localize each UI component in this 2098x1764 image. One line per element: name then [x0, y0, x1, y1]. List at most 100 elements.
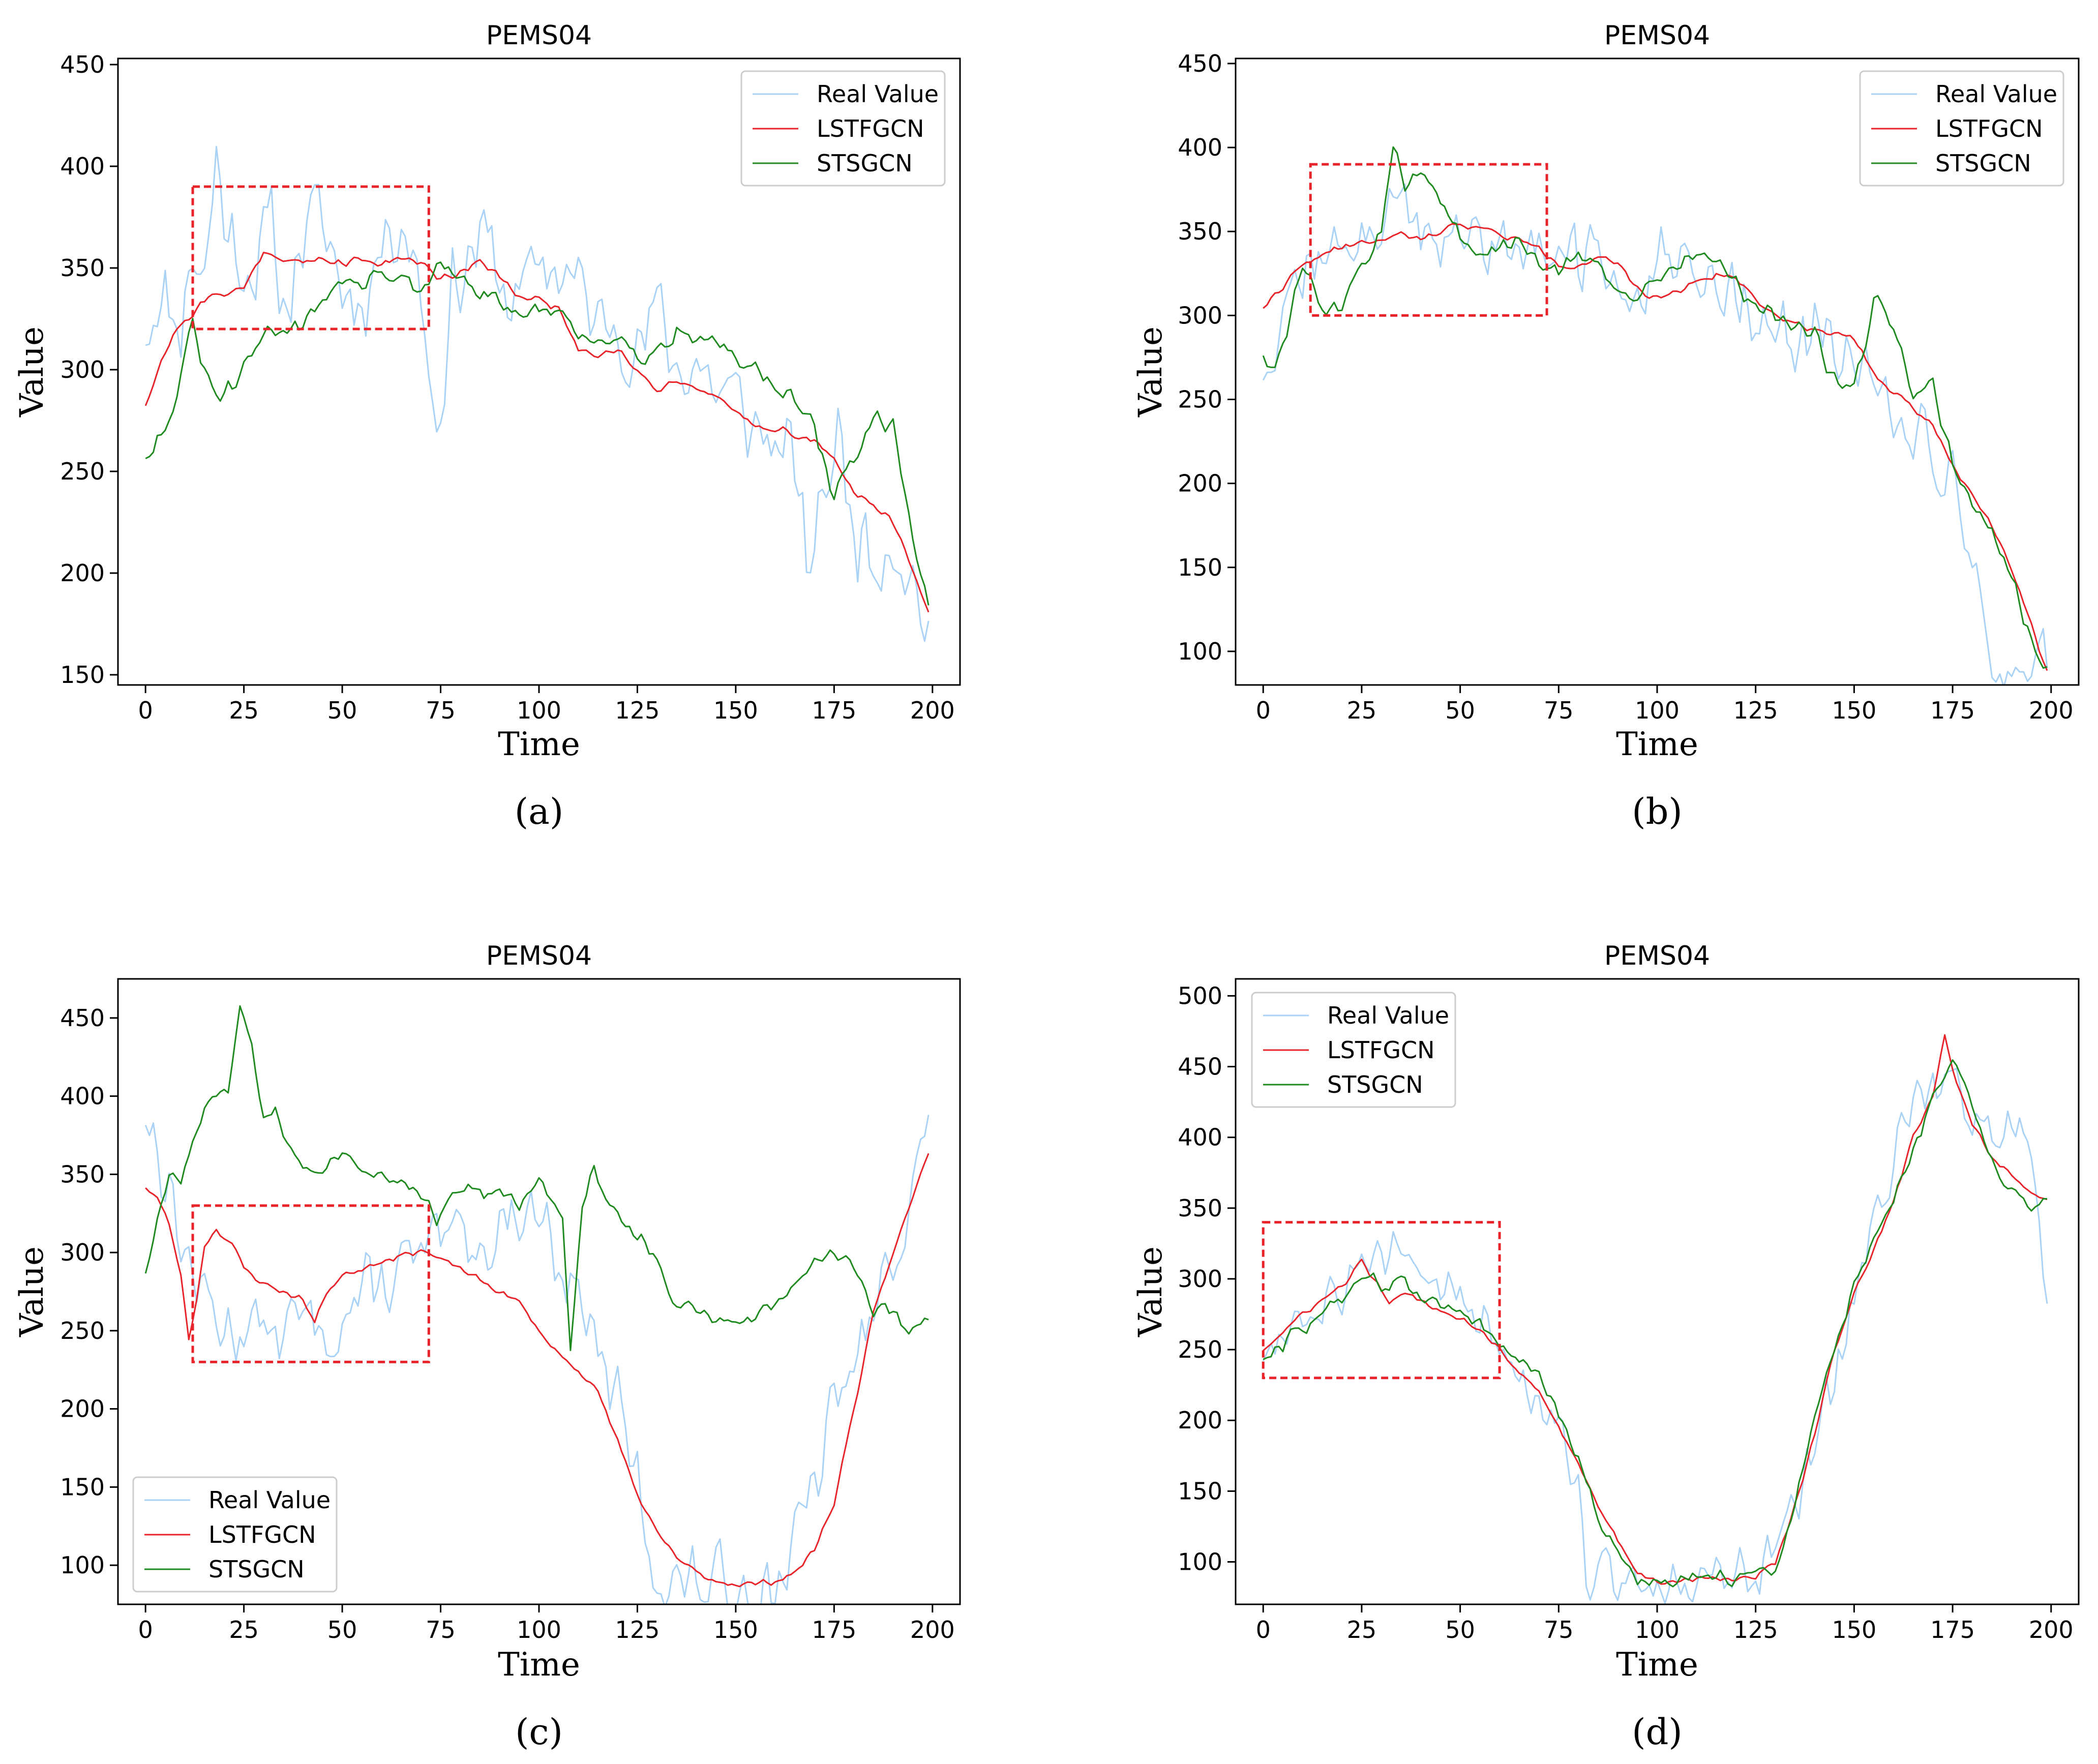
y-tick-label: 250	[1178, 1336, 1222, 1363]
x-tick-label: 25	[1347, 1616, 1377, 1643]
series-line-lstfgcn	[1263, 223, 2048, 671]
panel-label: (c)	[515, 1711, 563, 1753]
highlight-box	[1309, 163, 1548, 317]
series-line-lstfgcn	[145, 1153, 930, 1588]
legend-entry-label: STSGCN	[1327, 1071, 1423, 1098]
highlight-box	[191, 185, 430, 331]
x-tick-label: 125	[615, 1616, 660, 1643]
legend-entry-label: Real Value	[1935, 80, 2057, 108]
x-tick-label: 75	[426, 1616, 456, 1643]
x-tick-label: 100	[1635, 697, 1680, 724]
x-tick-label: 200	[910, 697, 955, 724]
y-tick-label: 250	[60, 458, 105, 485]
panel-label: (a)	[515, 791, 563, 832]
chart-title: PEMS04	[486, 941, 592, 971]
y-tick-label: 450	[1178, 1053, 1222, 1081]
x-tick-label: 75	[426, 697, 456, 724]
chart-title: PEMS04	[486, 20, 592, 51]
x-tick-label: 150	[713, 1616, 758, 1643]
x-tick-label: 175	[812, 1616, 856, 1643]
y-tick-label: 300	[1178, 1265, 1222, 1293]
legend-entry-label: STSGCN	[817, 150, 913, 177]
x-tick-label: 25	[229, 1616, 259, 1643]
y-tick-label: 150	[1178, 1477, 1222, 1505]
x-tick-label: 100	[1635, 1616, 1680, 1643]
y-tick-label: 100	[1178, 638, 1222, 665]
series-line-real-value	[1262, 183, 2048, 685]
x-tick-label: 100	[517, 697, 561, 724]
y-axis-label: Value	[13, 326, 51, 417]
x-tick-label: 50	[1445, 1616, 1475, 1643]
x-tick-label: 150	[1832, 697, 1876, 724]
y-tick-label: 150	[1178, 554, 1222, 581]
x-axis-label: Time	[498, 726, 580, 763]
legend: Real Value LSTFGCN STSGCN	[1859, 70, 2064, 187]
y-tick-label: 450	[60, 1004, 105, 1032]
legend-entry-label: Real Value	[1327, 1002, 1449, 1029]
chart-title: PEMS04	[1604, 20, 1710, 51]
chart-3: 0 25 50 75 100 125 150 175 200 100 150 200 250 300 350…	[1132, 941, 2080, 1753]
highlight-box	[191, 1204, 430, 1363]
x-tick-label: 200	[2029, 1616, 2074, 1643]
series-line-real-value	[145, 145, 930, 642]
x-tick-label: 25	[229, 697, 259, 724]
y-tick-label: 450	[1178, 50, 1222, 77]
x-tick-label: 150	[1832, 1616, 1876, 1643]
y-tick-label: 450	[60, 51, 105, 78]
y-tick-label: 400	[60, 153, 105, 180]
y-tick-label: 400	[1178, 1124, 1222, 1151]
legend-box	[1251, 992, 1456, 1108]
series-line-real-value	[1262, 1067, 2048, 1604]
y-tick-label: 250	[1178, 385, 1222, 413]
x-tick-label: 50	[327, 1616, 357, 1643]
legend-entry-label: LSTFGCN	[1935, 115, 2043, 142]
y-tick-label: 400	[1178, 134, 1222, 161]
y-tick-label: 300	[60, 356, 105, 383]
legend-box	[132, 1476, 338, 1593]
series-line-stsgcn	[1262, 146, 2048, 669]
panel-label: (b)	[1632, 791, 1682, 832]
x-tick-label: 100	[517, 1616, 561, 1643]
x-tick-label: 125	[1733, 1616, 1778, 1643]
legend: Real Value LSTFGCN STSGCN	[1251, 992, 1456, 1108]
panel-label: (d)	[1632, 1711, 1682, 1753]
legend-entry-label: LSTFGCN	[817, 115, 924, 142]
series-line-stsgcn	[1263, 1059, 2048, 1588]
y-tick-label: 350	[60, 1160, 105, 1188]
x-axis-label: Time	[498, 1646, 580, 1684]
x-tick-label: 50	[327, 697, 357, 724]
y-tick-label: 300	[60, 1239, 105, 1266]
x-tick-label: 0	[1256, 697, 1271, 724]
y-tick-label: 150	[60, 661, 105, 689]
series-line-stsgcn	[145, 261, 930, 606]
x-tick-label: 25	[1347, 697, 1377, 724]
series-line-lstfgcn	[144, 252, 930, 613]
x-tick-label: 175	[1930, 697, 1975, 724]
y-tick-label: 350	[1178, 218, 1222, 245]
series-line-stsgcn	[144, 1005, 929, 1351]
x-tick-label: 50	[1445, 697, 1475, 724]
series-line-lstfgcn	[1263, 1034, 2048, 1585]
x-tick-label: 125	[1733, 697, 1778, 724]
chart-title: PEMS04	[1604, 941, 1710, 971]
y-axis-label: Value	[13, 1246, 51, 1337]
x-tick-label: 200	[2029, 697, 2074, 724]
series-line-real-value	[144, 1115, 930, 1604]
chart-2: 0 25 50 75 100 125 150 175 200 100 150 200 250 300 350…	[13, 941, 961, 1753]
legend-entry-label: STSGCN	[208, 1556, 305, 1583]
x-tick-label: 75	[1544, 1616, 1574, 1643]
y-axis-label: Value	[1132, 1246, 1170, 1337]
y-axis-label: Value	[1132, 326, 1170, 417]
y-tick-label: 100	[1178, 1548, 1222, 1576]
legend-entry-label: LSTFGCN	[1327, 1036, 1435, 1064]
y-tick-label: 300	[1178, 302, 1222, 329]
y-tick-label: 200	[60, 1395, 105, 1423]
legend: Real Value LSTFGCN STSGCN	[740, 70, 946, 187]
x-tick-label: 150	[713, 697, 758, 724]
highlight-box	[1262, 1221, 1501, 1380]
y-tick-label: 150	[60, 1473, 105, 1501]
chart-1: 0 25 50 75 100 125 150 175 200 100 150 200 250 300 350…	[1132, 20, 2080, 832]
x-tick-label: 0	[138, 697, 153, 724]
y-tick-label: 200	[1178, 1407, 1222, 1434]
